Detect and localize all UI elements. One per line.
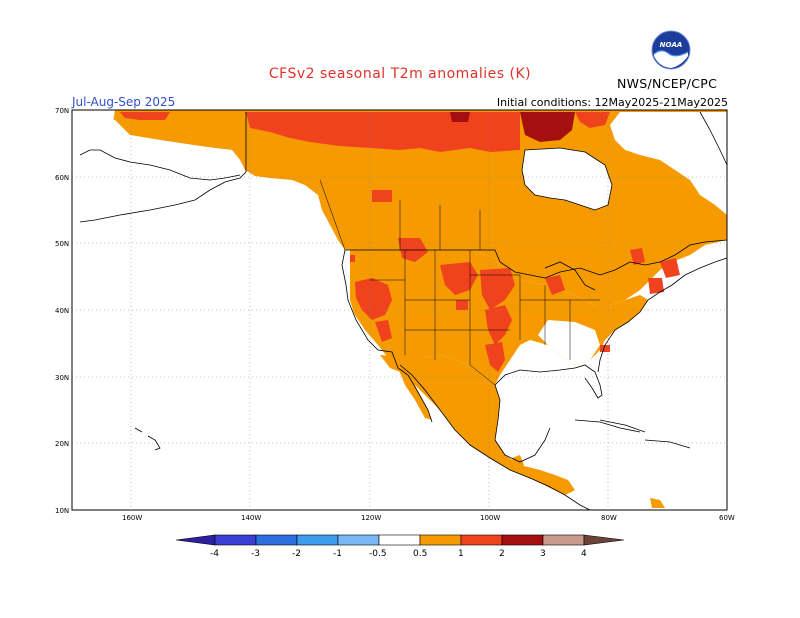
colorbar-arrow-low <box>175 534 216 546</box>
noaa-logo-icon: NOAA <box>651 30 691 70</box>
lon-labels: 160W 140W 120W 100W 80W 60W <box>122 514 735 522</box>
colorbar-label: 3 <box>540 549 546 559</box>
anomaly-region-0.5-1 <box>112 110 727 508</box>
map-title: CFSv2 seasonal T2m anomalies (K) <box>268 66 532 82</box>
colorbar-segment <box>296 534 339 546</box>
colorbar-label: 4 <box>581 549 587 559</box>
colorbar-segment <box>542 534 585 546</box>
colorbar-label: -4 <box>210 549 219 559</box>
colorbar-label: -0.5 <box>369 549 387 559</box>
lat-label: 60N <box>55 174 69 182</box>
colorbar <box>175 534 625 546</box>
anomaly-region-2-3 <box>450 112 575 142</box>
initial-conditions: Initial conditions: 12May2025-21May2025 <box>496 96 728 109</box>
lon-label: 140W <box>241 514 261 522</box>
lat-label: 50N <box>55 240 69 248</box>
lat-label: 30N <box>55 374 69 382</box>
lat-label: 10N <box>55 507 69 515</box>
lat-label: 20N <box>55 440 69 448</box>
lat-labels: 70N 60N 50N 40N 30N 20N 10N <box>55 107 69 515</box>
colorbar-segment <box>501 534 544 546</box>
lon-label: 160W <box>122 514 142 522</box>
agency-label: NWS/NCEP/CPC <box>617 76 718 91</box>
colorbar-label: 1 <box>458 549 464 559</box>
coastlines <box>79 111 728 511</box>
colorbar-arrow-high <box>583 534 625 546</box>
lon-label: 80W <box>601 514 617 522</box>
lat-label: 70N <box>55 107 69 115</box>
map-frame <box>71 109 728 511</box>
colorbar-segment <box>419 534 462 546</box>
lon-label: 60W <box>719 514 735 522</box>
colorbar-label: 0.5 <box>413 549 427 559</box>
svg-text:NOAA: NOAA <box>660 41 683 49</box>
lat-label: 40N <box>55 307 69 315</box>
political-boundaries <box>319 179 600 386</box>
colorbar-label: -2 <box>292 549 301 559</box>
colorbar-label: 2 <box>499 549 505 559</box>
colorbar-label: -3 <box>251 549 260 559</box>
colorbar-segment <box>337 534 380 546</box>
colorbar-segment <box>255 534 298 546</box>
colorbar-labels: -4 -3 -2 -1 -0.5 0.5 1 2 3 4 <box>210 549 587 559</box>
lon-label: 100W <box>480 514 500 522</box>
colorbar-segment <box>214 534 257 546</box>
neutral-regions <box>72 112 727 365</box>
graticule <box>72 110 727 510</box>
colorbar-segment <box>460 534 503 546</box>
lon-label: 120W <box>361 514 381 522</box>
forecast-period: Jul-Aug-Sep 2025 <box>72 95 176 109</box>
colorbar-label: -1 <box>333 549 342 559</box>
colorbar-segment <box>378 534 421 546</box>
